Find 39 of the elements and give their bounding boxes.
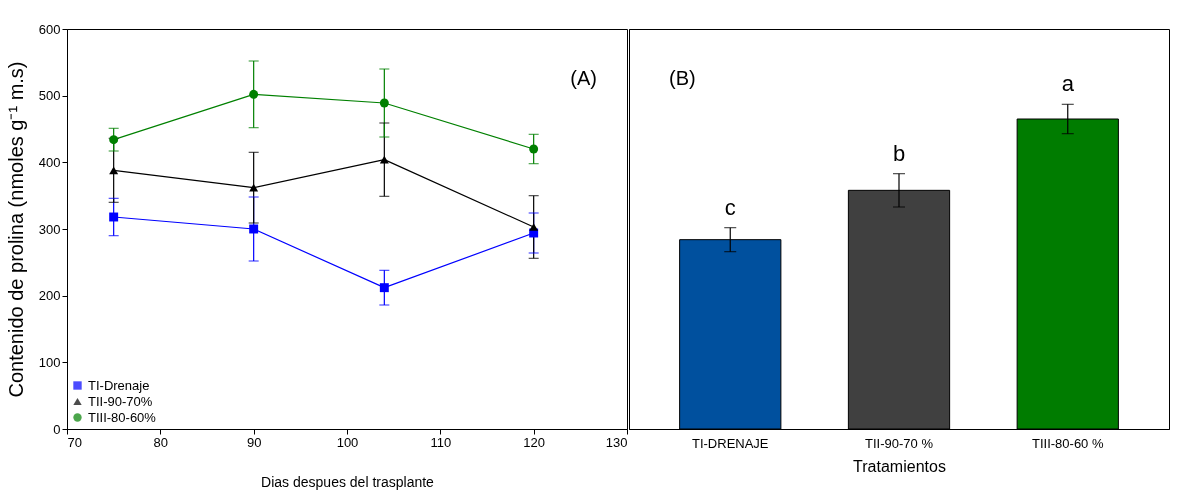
x-axis-title: Dias despues del trasplante xyxy=(261,473,435,490)
annotation: (A) xyxy=(570,67,597,89)
point xyxy=(109,212,119,222)
point xyxy=(109,166,119,175)
annotation: c xyxy=(724,194,736,220)
y-tick-label: 600 xyxy=(38,21,61,37)
x-tick-label: 90 xyxy=(246,434,262,450)
point xyxy=(379,155,389,164)
y-axis-title: Contenido de prolina (nmoles g⁻¹ m.s) xyxy=(4,61,27,398)
y-tick-label: 100 xyxy=(38,354,61,370)
x-tick-label: TIII-80-60 % xyxy=(1031,435,1104,451)
annotation: a xyxy=(1061,71,1075,97)
point xyxy=(379,98,389,108)
point xyxy=(379,283,389,293)
legend-label: TIII-80-60% xyxy=(88,409,157,425)
x-tick-label: 120 xyxy=(523,434,546,450)
x-tick-label: 110 xyxy=(430,434,452,450)
annotation: b xyxy=(892,140,906,166)
x-tick-label: TI-DRENAJE xyxy=(691,435,769,451)
x-tick-label: TII-90-70 % xyxy=(865,435,934,451)
point xyxy=(249,183,259,192)
x-axis-title: Tratamientos xyxy=(853,457,946,475)
annotation: (B) xyxy=(669,67,696,89)
legend-label: TII-90-70% xyxy=(88,393,153,409)
x-tick-label: 70 xyxy=(67,434,82,450)
point xyxy=(529,144,539,154)
y-tick-label: 400 xyxy=(38,154,61,170)
x-tick-label: 100 xyxy=(336,434,359,450)
point xyxy=(529,223,539,231)
point xyxy=(249,89,259,99)
point xyxy=(249,224,259,234)
x-tick-label: 80 xyxy=(153,434,169,450)
x-tick-label: 130 xyxy=(605,434,628,450)
point xyxy=(109,135,119,145)
y-tick-label: 200 xyxy=(38,288,61,304)
y-tick-label: 500 xyxy=(38,88,61,104)
y-tick-label: 0 xyxy=(53,421,61,437)
legend-label: TI-Drenaje xyxy=(88,377,150,393)
y-tick-label: 300 xyxy=(38,221,61,237)
